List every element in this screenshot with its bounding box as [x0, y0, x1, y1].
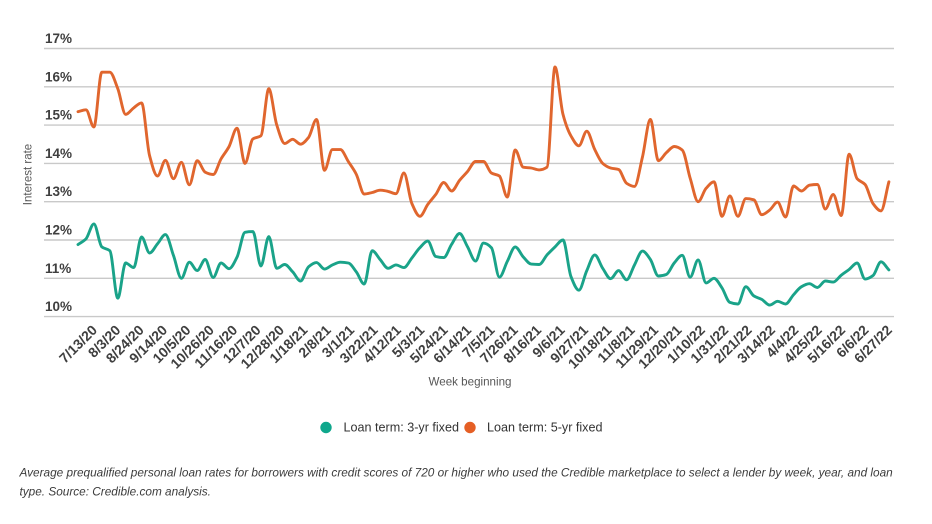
svg-text:14%: 14% — [45, 146, 72, 161]
svg-text:Week beginning: Week beginning — [429, 376, 512, 389]
svg-text:13%: 13% — [45, 184, 72, 199]
svg-text:15%: 15% — [45, 108, 72, 123]
svg-text:12%: 12% — [45, 223, 72, 238]
svg-text:Loan term: 3-yr fixed: Loan term: 3-yr fixed — [344, 421, 460, 435]
svg-text:Interest rate: Interest rate — [23, 144, 35, 205]
svg-text:10%: 10% — [45, 299, 72, 314]
svg-text:Average prequalified personal: Average prequalified personal loan rates… — [19, 466, 894, 480]
svg-text:16%: 16% — [45, 69, 72, 84]
svg-text:type. Source: Credible.com ana: type. Source: Credible.com analysis. — [20, 485, 211, 499]
svg-text:11%: 11% — [45, 261, 71, 276]
svg-text:17%: 17% — [45, 31, 72, 46]
svg-text:Loan term: 5-yr fixed: Loan term: 5-yr fixed — [487, 421, 603, 435]
